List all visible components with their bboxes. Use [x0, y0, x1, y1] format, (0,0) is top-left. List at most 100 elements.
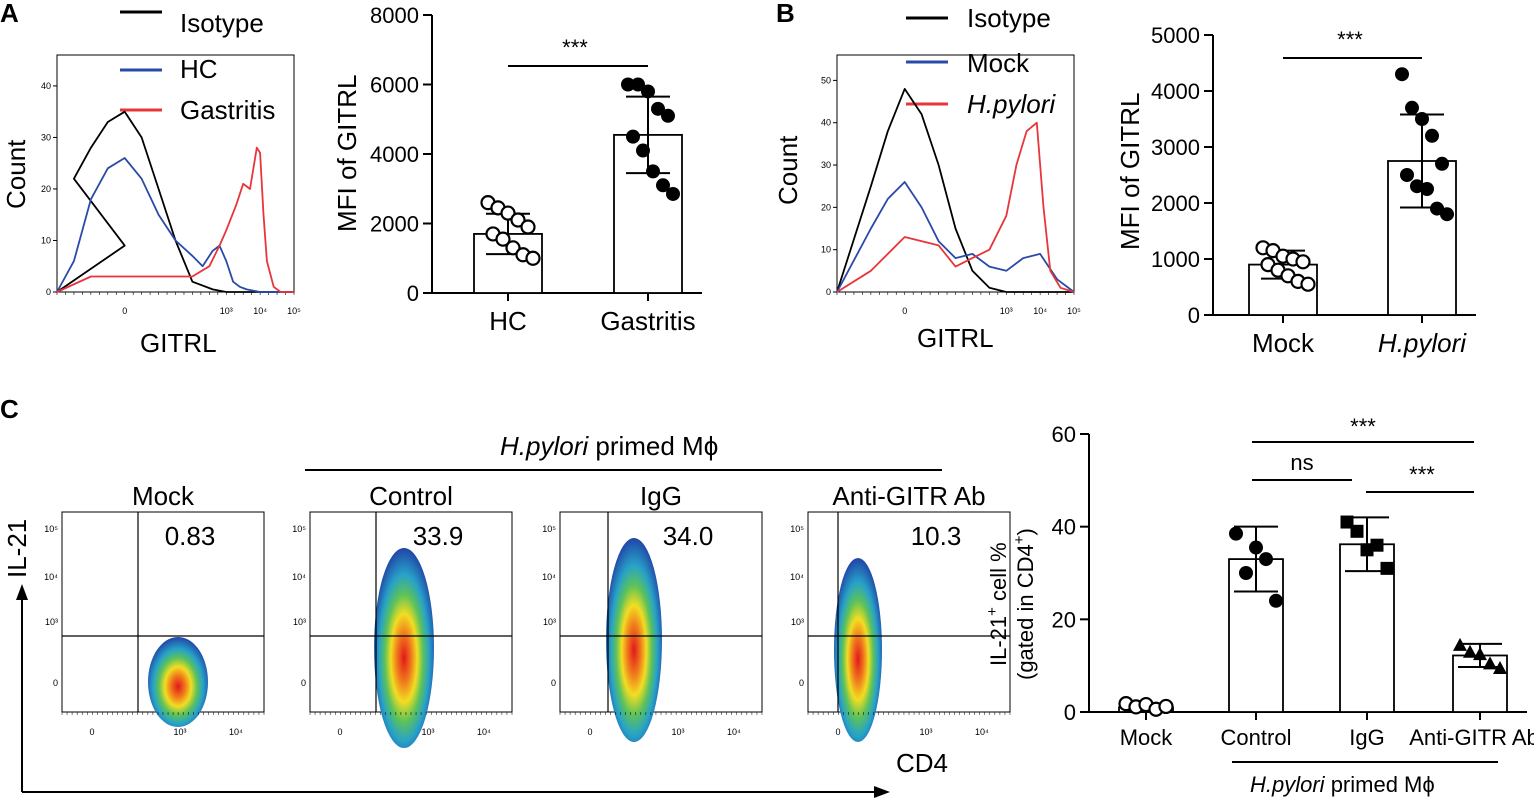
flow-y-tick: 10⁵	[790, 524, 804, 534]
superscript-plus-2: +	[1011, 535, 1028, 544]
data-point	[495, 231, 511, 247]
superscript-plus: +	[984, 607, 1001, 616]
data-point	[1493, 660, 1507, 674]
flow-group-title-italic: H.pylori	[500, 431, 589, 461]
data-point	[1400, 168, 1414, 182]
y-tick-label: 4000	[370, 142, 419, 167]
category-label: Mock	[1120, 725, 1174, 750]
data-point	[525, 250, 541, 266]
y-tick-label: 5000	[1151, 23, 1200, 48]
y-tick-label: 2000	[1151, 191, 1200, 216]
flow-x-tick: 10⁴	[975, 727, 989, 737]
category-label: IgG	[1349, 725, 1384, 750]
flow-x-tick: 10⁴	[727, 727, 741, 737]
y-tick-label: 0	[1064, 700, 1076, 725]
flow-x-tick: 10⁴	[477, 727, 491, 737]
bar-chart-c-ylabel: IL-21+ cell %	[984, 542, 1011, 666]
data-point	[1435, 156, 1449, 171]
y-tick-label: 40	[821, 118, 831, 128]
flow-y-tick: 10⁵	[292, 524, 306, 534]
flow-x-arrowhead	[874, 786, 890, 798]
histogram-a-xlabel: GITRL	[140, 328, 217, 358]
bar-chart-b-ylabel: MFI of GITRL	[1115, 93, 1145, 250]
data-point	[510, 212, 526, 228]
category-label: Gastritis	[600, 306, 695, 336]
data-point	[1249, 540, 1263, 555]
data-point	[500, 205, 516, 221]
flow-xlabel: CD4	[896, 748, 948, 778]
category-label: H.pylori	[1378, 328, 1467, 358]
data-point	[631, 77, 645, 92]
data-point	[505, 240, 521, 256]
bar-chart-a-ylabel: MFI of GITRL	[332, 75, 362, 232]
y-tick-label: 8000	[370, 3, 419, 28]
y-tick-label: 0	[407, 281, 419, 306]
data-point	[641, 84, 655, 99]
data-point	[666, 186, 680, 201]
group-label-italic: H.pylori	[1250, 772, 1326, 797]
category-label: Mock	[1252, 328, 1315, 358]
data-point	[1463, 644, 1477, 658]
y-tick-label: 20	[41, 184, 51, 194]
flow-plot-value: 34.0	[663, 521, 714, 551]
data-point	[1425, 128, 1439, 143]
panel-label-c: C	[0, 394, 19, 424]
data-point	[1483, 656, 1497, 670]
x-tick-label: 10³	[1000, 306, 1013, 316]
y-tick-label: 3000	[1151, 135, 1200, 160]
data-point	[1395, 67, 1409, 82]
data-point	[651, 101, 665, 116]
significance-label: ***	[1337, 27, 1363, 52]
flow-y-tick: 10⁴	[790, 572, 804, 582]
series-line-hpylori	[836, 121, 1075, 293]
flow-y-tick: 10⁵	[542, 524, 556, 534]
flow-x-tick: 10³	[919, 727, 932, 737]
flow-y-tick: 0	[53, 678, 58, 688]
series-line-hc	[56, 157, 294, 293]
data-point	[1405, 100, 1419, 115]
data-point	[1473, 647, 1487, 661]
data-point	[1229, 526, 1243, 541]
y-tick-label: 6000	[370, 73, 419, 98]
y-tick-label: 50	[821, 75, 831, 85]
category-label: Control	[1221, 725, 1292, 750]
panel-label-a: A	[0, 0, 19, 28]
flow-y-tick: 10³	[293, 617, 306, 627]
flow-y-arrowhead	[16, 584, 28, 600]
data-point	[520, 219, 536, 235]
flow-x-tick: 0	[835, 727, 840, 737]
data-point	[646, 164, 660, 179]
data-point	[1269, 593, 1283, 608]
density-blob	[606, 538, 662, 742]
data-point	[656, 178, 670, 193]
series-line-isotype	[836, 88, 1074, 293]
data-point	[1440, 207, 1454, 222]
data-point	[1415, 112, 1429, 126]
flow-y-tick: 10³	[45, 617, 58, 627]
series-line-isotype	[56, 110, 294, 293]
flow-plot-title: IgG	[640, 481, 682, 511]
data-point	[1350, 524, 1364, 538]
bar-chart-b: MFI of GITRL 0 1000 2000 3000 4000 5000 *** Moc…	[1115, 23, 1476, 358]
category-label: Anti-GITR Ab	[1409, 725, 1534, 750]
flow-x-tick: 10³	[421, 727, 434, 737]
data-point	[1360, 543, 1374, 557]
histogram-a-ylabel: Count	[1, 139, 31, 209]
histogram-a: Isotype HC Gastritis Count GITRL 0 10 20 30…	[1, 8, 301, 358]
significance-label: ***	[562, 35, 588, 60]
ylabel-rest: cell %	[986, 542, 1011, 607]
histogram-b: Isotype Mock H.pylori Count GITRL 0 10 20 3…	[773, 3, 1081, 353]
data-point	[661, 108, 675, 123]
y-tick-label: 1000	[1151, 247, 1200, 272]
flow-x-tick: 0	[587, 727, 592, 737]
legend-label-isotype-b: Isotype	[967, 3, 1051, 33]
legend-label-hc: HC	[180, 54, 218, 84]
y-tick-label: 0	[826, 287, 831, 297]
flow-ylabel: IL-21	[2, 519, 32, 578]
comparison-label: ns	[1290, 450, 1313, 475]
y-tick-label: 2000	[370, 212, 419, 237]
bar-chart-a: MFI of GITRL 0 2000 4000 6000 8000 *** HC Gastr…	[332, 3, 702, 336]
flow-plot-value: 33.9	[413, 521, 464, 551]
histogram-a-frame	[56, 54, 295, 293]
flow-x-tick: 10³	[173, 727, 186, 737]
